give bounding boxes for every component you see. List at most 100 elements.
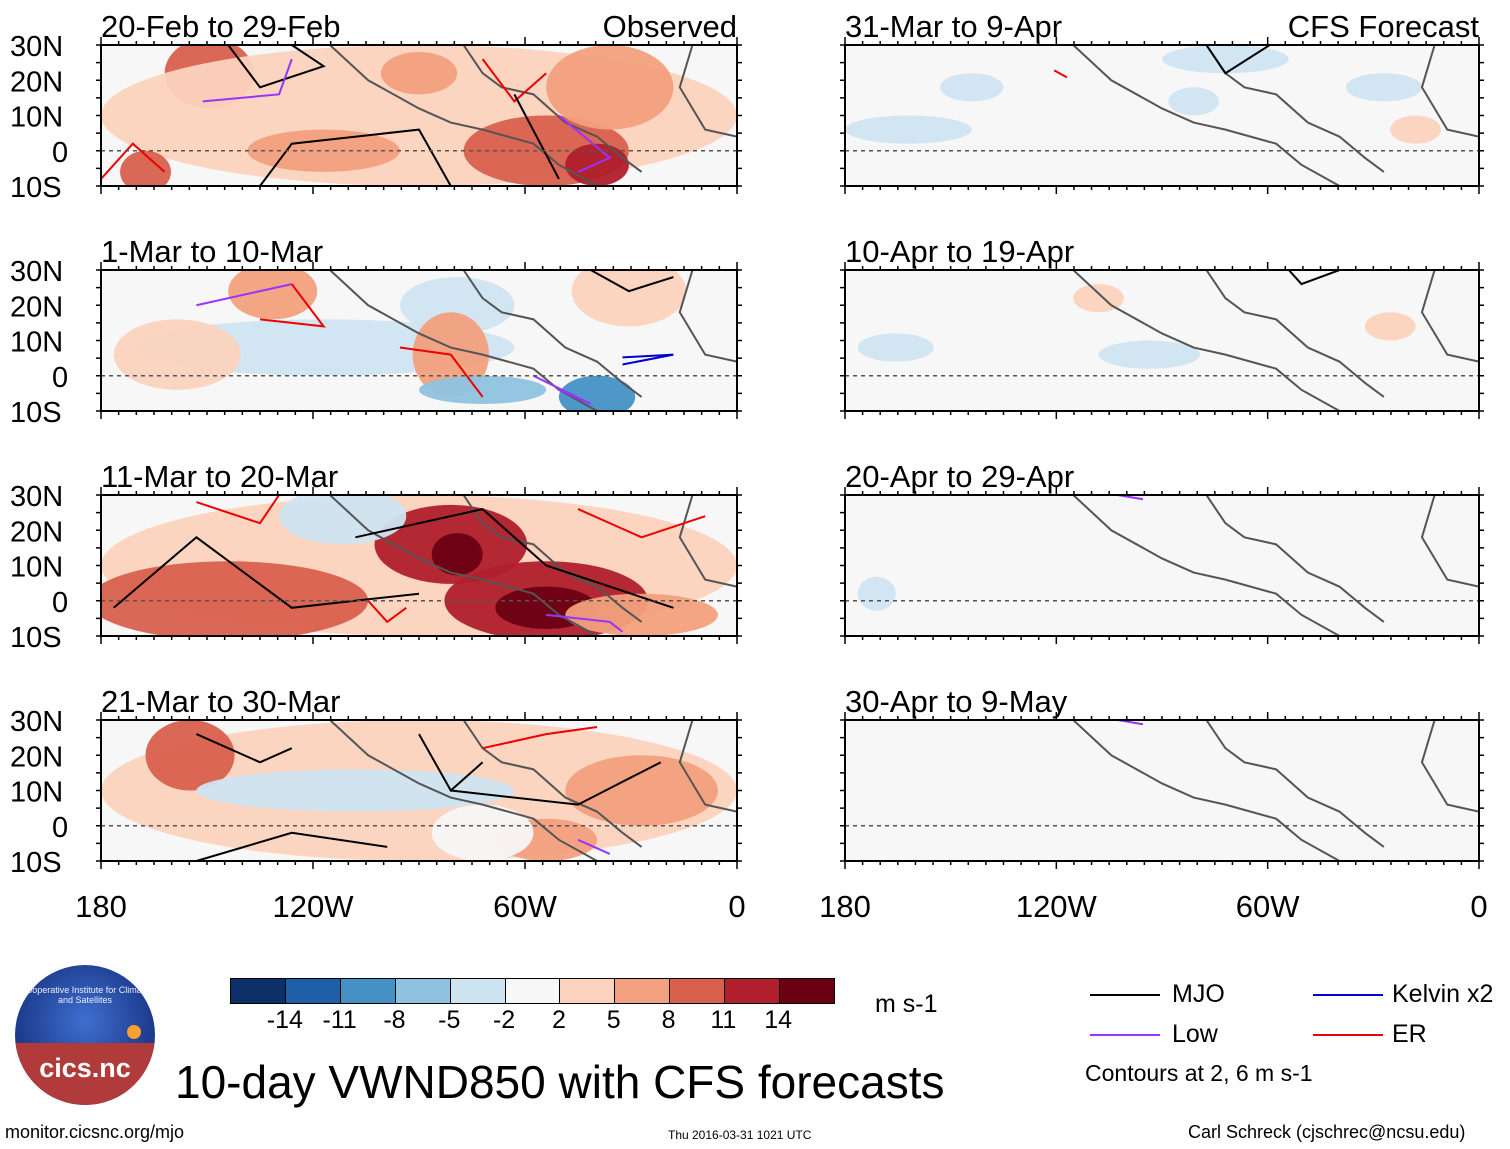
map-panel (840, 712, 1484, 869)
latitude-label: 0 (52, 137, 68, 169)
legend-note: Contours at 2, 6 m s-1 (1085, 1060, 1313, 1086)
colorbar-swatch (615, 979, 671, 1003)
latitude-label: 0 (52, 587, 68, 619)
coastline (678, 270, 737, 363)
contour-line (399, 346, 484, 398)
map-panel (840, 262, 1484, 419)
map-panel (96, 262, 742, 419)
coastline (1072, 45, 1341, 186)
coastline (1420, 495, 1479, 588)
footer-timestamp: Thu 2016-03-31 1021 UTC (668, 1128, 812, 1142)
longitude-label: 60W (1236, 889, 1300, 924)
latitude-label: 20N (10, 741, 63, 773)
logo-text: cics.nc (39, 1053, 131, 1083)
forecast-period-label: 10-Apr to 19-Apr (845, 234, 1074, 269)
contour-line (1053, 69, 1068, 79)
shading-region (419, 375, 547, 404)
colorbar-swatch (560, 979, 616, 1003)
coastline (1420, 45, 1479, 138)
map-panel (96, 37, 742, 194)
panel-background (845, 720, 1479, 861)
shading-region (145, 720, 235, 791)
shading-region (380, 52, 458, 95)
longitude-label: 0 (1470, 889, 1487, 924)
contour-line (590, 270, 674, 293)
shading-region (1098, 340, 1201, 369)
latitude-label: 30N (10, 31, 63, 63)
contour-line (450, 761, 662, 806)
contour-line (227, 45, 326, 89)
colorbar-tick-label: 14 (764, 1006, 793, 1034)
shading-region (247, 129, 400, 172)
colorbar-swatch (340, 979, 396, 1003)
latitude-label: 30N (10, 256, 63, 288)
coastline (1072, 270, 1341, 411)
map-panel (840, 37, 1484, 194)
shading-region (431, 533, 483, 576)
footer-url[interactable]: monitor.cicsnc.org/mjo (5, 1122, 185, 1142)
colorbar-swatch (395, 979, 451, 1003)
colorbar-swatch (670, 979, 726, 1003)
contour-line (622, 353, 674, 366)
colorbar-swatch (780, 979, 834, 1003)
cics-logo: Cooperative Institute for Climate and Sa… (15, 965, 155, 1105)
shading-region (857, 576, 896, 611)
colorbar-swatch (725, 979, 781, 1003)
shading-region (857, 333, 934, 362)
shading-region (120, 150, 171, 186)
coastline (1072, 495, 1341, 636)
forecast-period-label: 30-Apr to 9-May (845, 684, 1068, 719)
contour-line (202, 58, 293, 103)
longitude-label: 120W (1016, 889, 1098, 924)
colorbar-tick-label: 5 (606, 1006, 621, 1034)
contour-line (546, 613, 624, 633)
shading-region (228, 270, 318, 320)
coastline (1205, 495, 1385, 623)
logo-sun-icon (127, 1025, 141, 1039)
observed-header: Observed (603, 9, 737, 44)
latitude-label: 10S (10, 172, 62, 204)
colorbar-tick-label: 11 (710, 1006, 737, 1034)
contour-line (196, 831, 388, 861)
shading-region (546, 45, 674, 130)
latitude-label: 10S (10, 397, 62, 429)
contour-line (113, 536, 420, 609)
figure-title: 10-day VWND850 with CFS forecasts (175, 1056, 945, 1108)
shading-region (565, 755, 718, 826)
map-panel (840, 487, 1484, 644)
forecast-header: CFS Forecast (1288, 9, 1480, 44)
longitude-label: 0 (728, 889, 745, 924)
shading-region (279, 495, 407, 545)
latitude-label: 0 (52, 812, 68, 844)
legend-kelvin-line (1313, 994, 1383, 996)
latitude-label: 30N (10, 481, 63, 513)
coastline (329, 45, 598, 186)
shading-region (431, 804, 534, 861)
contour-line (101, 142, 166, 180)
coastline (329, 495, 598, 636)
coastline (1205, 720, 1385, 848)
colorbar-tick-label: -2 (492, 1006, 516, 1034)
coastline (462, 45, 643, 173)
longitude-label: 120W (273, 889, 355, 924)
panel-background (845, 270, 1479, 411)
legend-kelvin-label: Kelvin x2 (1392, 980, 1494, 1008)
colorbar-swatch (231, 979, 286, 1003)
coastline (1072, 720, 1341, 861)
legend-er-label: ER (1392, 1020, 1427, 1048)
coastline (462, 270, 643, 398)
legend-mjo-label: MJO (1172, 980, 1225, 1008)
latitude-label: 10N (10, 552, 63, 584)
contour-line (513, 93, 560, 180)
latitude-label: 20N (10, 291, 63, 323)
latitude-label: 10N (10, 777, 63, 809)
observed-period-label: 20-Feb to 29-Feb (101, 9, 341, 44)
shading-region (565, 593, 718, 636)
panel-background (845, 495, 1479, 636)
contour-line (558, 114, 612, 173)
shading-region (101, 561, 369, 636)
colorbar-tick-label: -11 (322, 1006, 357, 1034)
shading-region (845, 115, 972, 144)
shading-region (565, 143, 629, 186)
contour-line (259, 128, 452, 186)
